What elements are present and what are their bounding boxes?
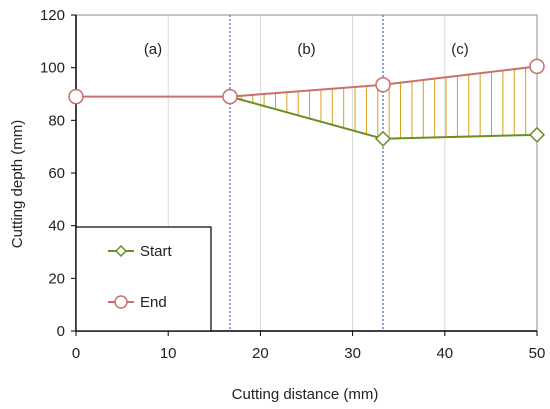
y-tick-labels: 0 20 40 60 80 100 120 — [40, 7, 65, 340]
x-tick-labels: 0 10 20 30 40 50 — [72, 345, 546, 362]
legend-marker-end — [114, 295, 128, 309]
legend-marker-start — [114, 244, 128, 258]
legend: Start End — [75, 226, 212, 332]
point-end-3 — [375, 77, 391, 93]
legend-label-start: Start — [140, 243, 173, 260]
y-axis-title: Cutting depth (mm) — [9, 120, 26, 248]
point-end-2 — [222, 88, 238, 105]
y-tick-label-120: 120 — [40, 7, 65, 24]
legend-box — [75, 226, 212, 332]
region-label-2: (b) — [297, 41, 315, 58]
point-start-2 — [374, 130, 392, 147]
y-tick-label-100: 100 — [40, 60, 65, 77]
point-end-4 — [529, 58, 545, 75]
y-tick-label-80: 80 — [48, 112, 65, 129]
x-tick-label-50: 50 — [529, 345, 546, 362]
x-tick-label-40: 40 — [436, 345, 453, 362]
series-layer — [68, 58, 546, 147]
x-tick-label-30: 30 — [344, 345, 361, 362]
series-line-end — [76, 65, 538, 98]
y-tick-label-40: 40 — [48, 218, 65, 235]
region-label-3: (c) — [451, 41, 469, 58]
point-start-3 — [528, 126, 546, 143]
region-label-1: (a) — [144, 41, 162, 58]
x-tick-label-10: 10 — [160, 345, 177, 362]
x-tick-label-0: 0 — [72, 345, 80, 362]
y-tick-label-20: 20 — [48, 270, 65, 287]
x-axis-title: Cutting distance (mm) — [232, 386, 379, 403]
x-tick-label-20: 20 — [252, 345, 269, 362]
region-labels: (a) (b) (c) — [144, 41, 469, 58]
legend-label-end: End — [140, 294, 167, 311]
point-end-1 — [68, 88, 84, 105]
y-tick-label-60: 60 — [48, 165, 65, 182]
region-dividers — [229, 15, 384, 331]
y-tick-label-0: 0 — [57, 323, 65, 340]
